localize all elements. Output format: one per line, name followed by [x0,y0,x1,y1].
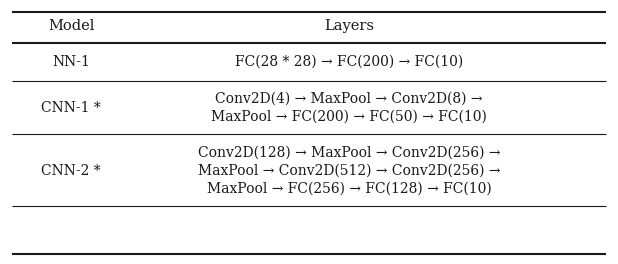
Text: CNN-1 *: CNN-1 * [41,101,101,115]
Text: Conv2D(128) → MaxPool → Conv2D(256) →: Conv2D(128) → MaxPool → Conv2D(256) → [198,146,501,160]
Text: MaxPool → Conv2D(512) → Conv2D(256) →: MaxPool → Conv2D(512) → Conv2D(256) → [198,164,501,178]
Text: NN-1: NN-1 [52,55,90,69]
Text: FC(28 * 28) → FC(200) → FC(10): FC(28 * 28) → FC(200) → FC(10) [235,55,464,69]
Text: Conv2D(4) → MaxPool → Conv2D(8) →: Conv2D(4) → MaxPool → Conv2D(8) → [216,92,483,106]
Text: CNN-2 *: CNN-2 * [41,164,101,178]
Text: MaxPool → FC(200) → FC(50) → FC(10): MaxPool → FC(200) → FC(50) → FC(10) [211,110,487,124]
Text: Model: Model [48,19,95,33]
Text: MaxPool → FC(256) → FC(128) → FC(10): MaxPool → FC(256) → FC(128) → FC(10) [207,182,491,196]
Text: Layers: Layers [324,19,374,33]
